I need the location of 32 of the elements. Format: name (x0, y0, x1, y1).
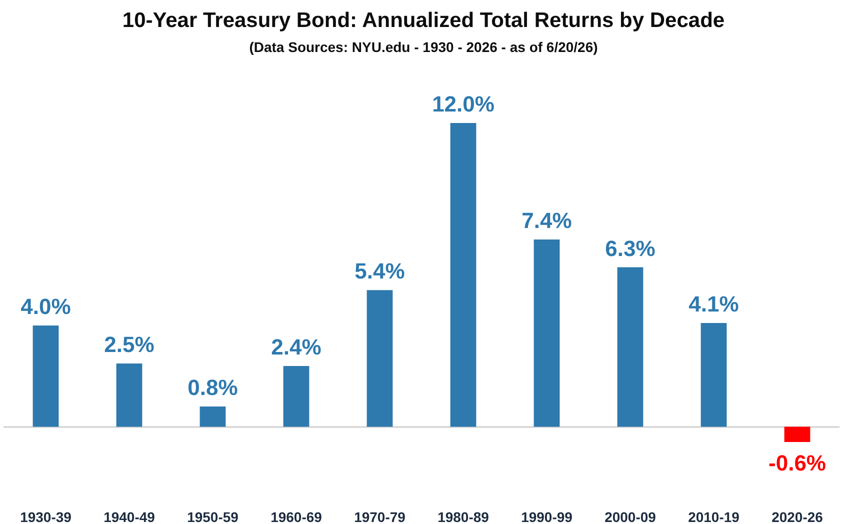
x-tick-label: 1970-79 (354, 509, 406, 524)
chart-title: 10-Year Treasury Bond: Annualized Total Returns by Decade (122, 9, 725, 32)
bar (32, 326, 59, 427)
x-tick-label: 1960-69 (270, 509, 322, 524)
data-label: -0.6% (768, 450, 826, 476)
data-label: 4.0% (20, 294, 71, 320)
bar (116, 364, 142, 427)
bar (200, 406, 226, 427)
bar (700, 323, 727, 427)
x-tick-label: 1940-49 (104, 509, 156, 524)
bar (283, 366, 310, 427)
x-tick-label: 1990-99 (521, 509, 573, 524)
x-tick-label: 1930-39 (20, 509, 72, 524)
data-label: 0.8% (188, 375, 238, 400)
bar (617, 267, 644, 427)
x-tick-label: 2020-26 (772, 509, 824, 524)
data-label: 7.4% (522, 208, 572, 233)
chart-subtitle: (Data Sources: NYU.edu - 1930 - 2026 - as of 6/20/26) (249, 39, 598, 55)
data-label: 2.5% (104, 332, 154, 358)
x-tick-label: 1980-89 (438, 509, 490, 524)
bar (534, 239, 560, 427)
data-label: 6.3% (605, 236, 656, 261)
data-label: 12.0% (432, 92, 494, 116)
x-tick-label: 2010-19 (688, 509, 740, 524)
bar (366, 290, 393, 427)
x-tick-label: 1950-59 (187, 509, 239, 524)
data-label: 5.4% (354, 258, 405, 284)
bar (450, 123, 476, 427)
x-tick-label: 2000-09 (604, 509, 656, 524)
data-label: 4.1% (688, 292, 739, 317)
data-label: 2.4% (271, 334, 322, 360)
bar (784, 426, 810, 442)
